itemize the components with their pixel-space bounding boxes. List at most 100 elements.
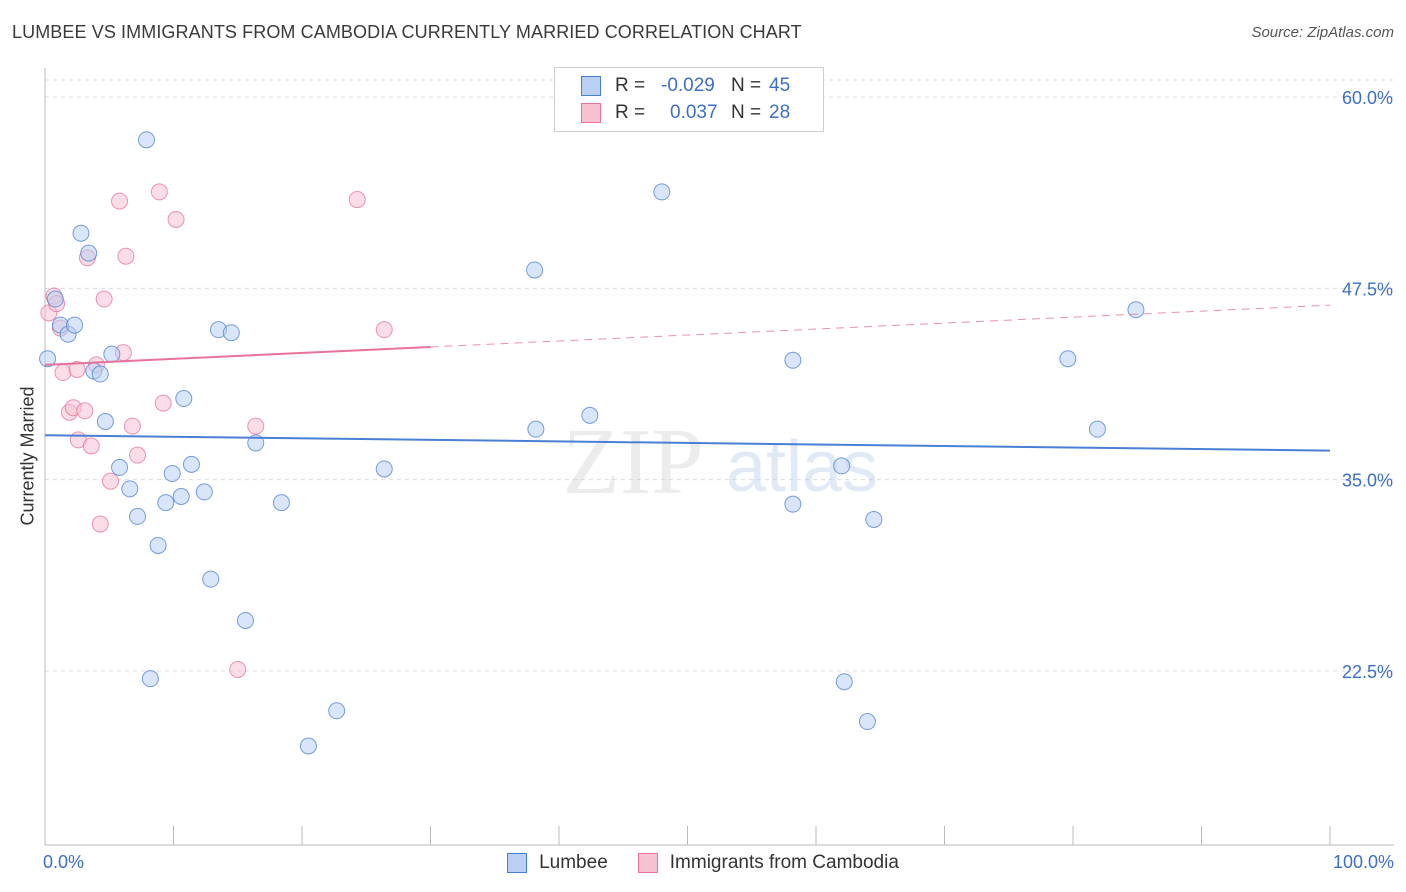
cambodia-trend-extension <box>430 304 1331 348</box>
y-tick-label: 35.0% <box>1342 471 1393 491</box>
y-tick-label: 47.5% <box>1342 279 1393 299</box>
lumbee-point <box>581 406 599 424</box>
lumbee-point <box>299 737 317 755</box>
lumbee-point <box>172 488 190 506</box>
cambodia-point <box>111 192 129 210</box>
cambodia-point <box>117 247 135 265</box>
n-value: 45 <box>769 75 791 96</box>
lumbee-point <box>375 460 393 478</box>
lumbee-point <box>129 507 147 525</box>
r-label: R = <box>615 102 646 123</box>
cambodia-swatch <box>581 103 601 123</box>
chart-title: LUMBEE VS IMMIGRANTS FROM CAMBODIA CURRE… <box>12 22 802 42</box>
watermark-zip: ZIP <box>563 410 704 514</box>
lumbee-swatch <box>581 76 601 96</box>
watermark: ZIP atlas <box>563 410 879 514</box>
n-label: N = <box>731 75 762 96</box>
cambodia-legend-label: Immigrants from Cambodia <box>669 852 899 873</box>
lumbee-point <box>46 290 64 308</box>
y-tick-label: 22.5% <box>1342 662 1393 682</box>
y-tick-label: 60.0% <box>1342 88 1393 108</box>
lumbee-point <box>103 345 121 363</box>
cambodia-point <box>82 437 100 455</box>
watermark-atlas: atlas <box>726 427 878 507</box>
source-label: Source: ZipAtlas.com <box>1251 24 1394 41</box>
lumbee-point <box>1127 301 1145 319</box>
lumbee-point <box>835 673 853 691</box>
legend-item-cambodia[interactable]: Immigrants from Cambodia <box>637 852 899 874</box>
lumbee-point <box>784 351 802 369</box>
gridlines <box>45 79 1394 672</box>
lumbee-point <box>175 390 193 408</box>
lumbee-point <box>149 536 167 554</box>
cambodia-point <box>102 472 120 490</box>
y-tick-labels: 22.5% 35.0% 47.5% 60.0% <box>1342 88 1393 682</box>
lumbee-point <box>328 702 346 720</box>
lumbee-point <box>121 480 139 498</box>
cambodia-point <box>150 183 168 201</box>
lumbee-point <box>157 494 175 512</box>
r-label: R = <box>615 75 646 96</box>
n-label: N = <box>731 102 762 123</box>
trend-lines <box>44 304 1331 452</box>
lumbee-point <box>865 510 883 528</box>
lumbee-point <box>80 244 98 262</box>
cambodia-point <box>95 290 113 308</box>
lumbee-point <box>858 713 876 731</box>
lumbee-legend-swatch <box>507 853 528 873</box>
lumbee-point <box>138 131 156 149</box>
cambodia-point <box>54 364 72 382</box>
n-value: 28 <box>769 102 791 123</box>
lumbee-point <box>236 611 254 629</box>
series-lumbee <box>39 131 1145 755</box>
legend-item-lumbee[interactable]: Lumbee <box>507 852 608 874</box>
lumbee-point <box>182 455 200 473</box>
lumbee-point <box>195 483 213 501</box>
stats-legend: R = -0.029 N = 45 R = 0.037 N = 28 <box>554 67 824 132</box>
lumbee-point <box>96 413 114 431</box>
lumbee-point <box>272 494 290 512</box>
lumbee-point <box>833 457 851 475</box>
cambodia-legend-swatch <box>637 853 658 873</box>
lumbee-point <box>1088 420 1106 438</box>
r-value: -0.029 <box>661 75 715 96</box>
lumbee-point <box>91 365 109 383</box>
axes <box>44 68 1394 846</box>
lumbee-point <box>163 465 181 483</box>
lumbee-point <box>1059 350 1077 368</box>
lumbee-point <box>222 324 240 342</box>
lumbee-point <box>526 261 544 279</box>
legend-row-cambodia: R = 0.037 N = 28 <box>581 101 790 125</box>
cambodia-point <box>68 360 86 378</box>
lumbee-point <box>141 670 159 688</box>
r-value: 0.037 <box>670 102 718 123</box>
lumbee-point <box>39 350 57 368</box>
cambodia-point <box>91 515 109 533</box>
lumbee-point <box>527 420 545 438</box>
lumbee-trend-line <box>44 434 1331 452</box>
cambodia-point <box>167 210 185 228</box>
cambodia-point <box>123 417 141 435</box>
cambodia-point <box>375 321 393 339</box>
lumbee-point <box>653 183 671 201</box>
legend-row-lumbee: R = -0.029 N = 45 <box>581 74 790 98</box>
series-legend: Lumbee Immigrants from Cambodia <box>0 852 1406 874</box>
lumbee-legend-label: Lumbee <box>539 852 608 873</box>
lumbee-point <box>111 458 129 476</box>
lumbee-point <box>72 224 90 242</box>
cambodia-point <box>348 191 366 209</box>
cambodia-point <box>247 417 265 435</box>
cambodia-point <box>229 660 247 678</box>
lumbee-point <box>247 434 265 452</box>
lumbee-point <box>784 495 802 513</box>
lumbee-point <box>66 316 84 334</box>
cambodia-point <box>76 402 94 420</box>
y-axis-label: Currently Married <box>17 386 38 526</box>
x-tick-max: 100.0% <box>1332 852 1394 872</box>
cambodia-point <box>154 394 172 412</box>
cambodia-trend-line <box>44 345 431 366</box>
cambodia-point <box>129 446 147 464</box>
lumbee-point <box>202 570 220 588</box>
x-tick-min: 0.0% <box>43 852 85 872</box>
